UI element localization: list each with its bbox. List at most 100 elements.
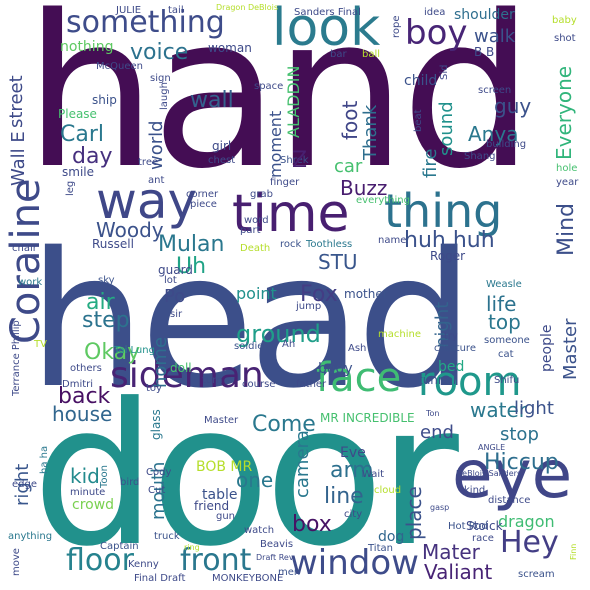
word-mr-incredible: MR INCREDIBLE (320, 411, 415, 425)
word-ton: Ton (426, 409, 440, 418)
word-aladdin: ALADDIN (284, 65, 303, 139)
word-voice: voice (130, 40, 189, 65)
word-nothing: nothing (60, 39, 114, 55)
word-head: head (28, 212, 474, 429)
word-woody: Woody (96, 218, 164, 242)
word-creature: creature (434, 343, 476, 354)
word-woman: woman (208, 41, 252, 55)
word-gasp: gasp (430, 503, 450, 512)
word-name: name (378, 235, 407, 246)
word-mcqueen: McQueen (96, 61, 143, 72)
word-anya: Anya (468, 122, 519, 146)
word-stoick: Stoick (466, 519, 503, 533)
word-house: house (52, 402, 113, 426)
word-titan: Titan (368, 543, 393, 554)
word-move: move (11, 548, 22, 576)
word-beat: beat (413, 109, 424, 132)
word-laugh: laugh (159, 82, 170, 110)
word-work: work (18, 277, 43, 288)
word-body: body (318, 361, 353, 377)
word-cloud: cloud (374, 485, 402, 496)
word-rope: rope (391, 15, 402, 38)
word-shang: Shang (464, 151, 496, 162)
word-soldier: soldier (234, 341, 268, 352)
word-watch: watch (244, 525, 275, 536)
word-city: city (344, 509, 363, 520)
word-sid: Sid (439, 64, 450, 80)
word-chair: chair (12, 243, 37, 254)
word-piece: piece (190, 199, 217, 210)
word-step: step (82, 308, 130, 333)
word-others: others (70, 363, 102, 374)
word-machine: machine (378, 329, 421, 340)
word-everyone: Everyone (552, 65, 576, 160)
word-corner: corner (186, 189, 219, 200)
word-z: Z (292, 148, 308, 173)
word-eye: eye (452, 436, 573, 513)
word-ship: ship (92, 93, 117, 107)
word-toon: Toon (99, 465, 110, 488)
word-shot: shot (554, 33, 576, 44)
word-time: time (232, 184, 350, 244)
word-turn: turn (202, 375, 223, 386)
word-life: life (486, 292, 517, 316)
word-car: car (334, 156, 363, 177)
word-ash: Ash (348, 343, 367, 354)
word-try: try (444, 331, 458, 342)
word-terrance-phillip: Terrance Phillip (11, 320, 22, 396)
word-deblois-sanders: DeBlois Sanders (456, 469, 522, 478)
word-father: father (296, 379, 327, 390)
word-point: point (236, 284, 277, 303)
word-sound: sound (436, 101, 457, 156)
word-leg: leg (65, 180, 76, 196)
word-kid: kid (70, 464, 100, 488)
word-walk: walk (474, 26, 516, 47)
word-grab: grab (250, 189, 273, 200)
word-carl: Carl (60, 122, 104, 147)
word-hand: hand (24, 0, 534, 215)
word-toothless: Toothless (306, 239, 353, 250)
word-doll: doll (170, 361, 192, 375)
word-russell: Russell (92, 237, 134, 251)
word-hot-rod: Hot Rod (448, 521, 488, 532)
word-fox: Fox (300, 282, 338, 307)
word-back: back (58, 384, 111, 409)
word-course: course (242, 379, 276, 390)
word-wait: Wait (362, 469, 385, 480)
word-bed: bed (438, 359, 465, 375)
word-foot: foot (338, 100, 362, 140)
word-tree: tree (138, 157, 159, 168)
word-come: Come (252, 412, 316, 437)
word-dragon-deblois: Dragon DeBlois (216, 3, 279, 12)
word-idea: idea (424, 7, 446, 18)
word-street: street (6, 75, 27, 128)
word-draft-rev: Draft Rev (256, 553, 294, 562)
word-hole: hole (556, 163, 578, 174)
word-mind: Mind (554, 202, 579, 256)
word-anything: anything (8, 531, 53, 542)
word-space: space (254, 81, 284, 92)
word-minute: minute (70, 487, 106, 498)
word-ground: ground (236, 320, 321, 348)
word-something: something (66, 5, 225, 40)
word-sideman: sideman (110, 355, 264, 396)
word-distance: distance (488, 495, 531, 506)
word-way: way (96, 172, 198, 230)
word-dmitri: Dmitri (62, 379, 94, 390)
word-mother: mother (344, 287, 388, 301)
word-bob-mr: BOB MR (196, 459, 253, 475)
word-cat: cat (498, 349, 514, 360)
word-guard: guard (158, 263, 193, 277)
word-year: year (556, 177, 579, 188)
word-huh-huh: huh huh (404, 228, 495, 253)
word-sir: sir (170, 309, 183, 320)
word-air: air (86, 290, 115, 315)
word-smile: smile (62, 165, 94, 179)
word-men: men (278, 567, 301, 578)
word-face: face (316, 355, 402, 401)
word-building: building (486, 139, 527, 150)
word-dragon: dragon (498, 512, 555, 531)
word-b-b: B B (474, 45, 495, 59)
word-mater: Mater (422, 540, 480, 564)
